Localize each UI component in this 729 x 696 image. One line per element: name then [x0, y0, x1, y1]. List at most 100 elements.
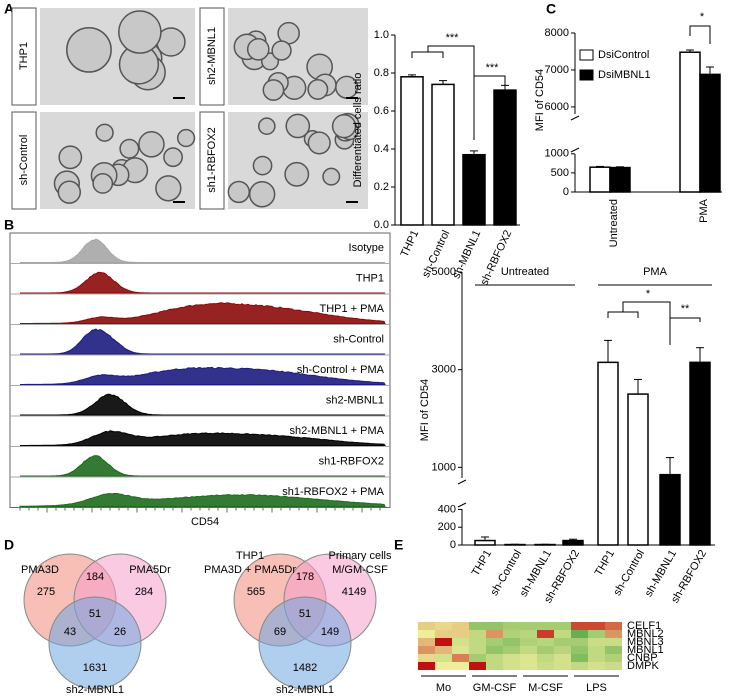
cell [163, 147, 183, 168]
heatmap-cell [418, 662, 435, 670]
y-tick-label: 0.6 [374, 105, 389, 117]
y-tick-label: 400 [438, 503, 456, 515]
y-tick-label: 3000 [432, 364, 456, 376]
heatmap-cell [452, 662, 469, 670]
cell [57, 180, 82, 204]
heatmap-cell [520, 622, 537, 630]
heatmap-cell [435, 638, 452, 646]
heatmap-cell [554, 638, 571, 646]
heatmap-cell [571, 646, 588, 654]
heatmap-cell [486, 630, 503, 638]
heatmap-cell [469, 662, 486, 670]
heatmap-cell [469, 646, 486, 654]
y-tick-label: 5000 [432, 266, 456, 278]
y-tick-label: 1000 [432, 461, 456, 473]
row-label: sh1-RBFOX2 [319, 456, 384, 468]
venn-count: 1482 [293, 662, 317, 674]
cell [262, 79, 285, 101]
histogram [20, 328, 385, 355]
cell [227, 180, 250, 204]
heatmap-cell [520, 654, 537, 662]
y-tick-label: 0 [563, 186, 569, 198]
row-label: THP1 [356, 273, 384, 285]
heatmap-cell [418, 654, 435, 662]
heatmap-cell [605, 622, 622, 630]
heatmap-cell [452, 630, 469, 638]
panel-label: E [394, 537, 403, 553]
heatmap-cell [435, 630, 452, 638]
cell [95, 123, 114, 142]
venn-count: 178 [296, 571, 314, 583]
venn-count: 43 [64, 626, 76, 638]
heatmap-cell [554, 654, 571, 662]
heatmap-cell [571, 630, 588, 638]
row-label: DMPK [627, 660, 659, 672]
heatmap-cell [554, 622, 571, 630]
cell [258, 117, 276, 136]
axis-break [457, 479, 467, 485]
row-label: sh1-RBFOX2 + PMA [282, 486, 384, 498]
heatmap-cell [486, 654, 503, 662]
cell [58, 145, 83, 170]
venn-set-label: PMA3D [21, 564, 59, 576]
group-label: M-CSF [528, 682, 563, 694]
y-tick-label: 200 [438, 521, 456, 533]
cell [284, 161, 310, 187]
heatmap-cell [537, 662, 554, 670]
legend-swatch [579, 69, 594, 81]
heatmap-cell [435, 654, 452, 662]
bracket [689, 25, 711, 44]
significance: *** [486, 62, 500, 74]
heatmap-cell [503, 630, 520, 638]
legend-swatch [579, 49, 594, 61]
cell [252, 155, 273, 176]
bar [474, 539, 496, 546]
x-tick-label: THP1 [399, 228, 422, 259]
venn-count: 184 [86, 571, 104, 583]
bar [689, 361, 711, 546]
significance: *** [446, 32, 460, 44]
group-label: Untreated [501, 266, 549, 278]
cell [285, 113, 311, 139]
heatmap-cell [571, 638, 588, 646]
heatmap-cell [503, 638, 520, 646]
cell [307, 78, 329, 100]
venn-set-label: PMA5Dr [129, 564, 171, 576]
heatmap-cell [588, 654, 605, 662]
bar [462, 153, 486, 226]
bar [679, 51, 701, 193]
heatmap-cell [469, 630, 486, 638]
heatmap-cell [537, 622, 554, 630]
heatmap-cell [605, 630, 622, 638]
heatmap-cell [520, 646, 537, 654]
histogram [20, 302, 386, 324]
row-label: CNBP [627, 652, 658, 664]
y-tick-label: 1000 [545, 148, 569, 160]
row-label: sh2-MBNL1 + PMA [290, 425, 385, 437]
row-label: THP1 + PMA [320, 303, 385, 315]
panel-label: A [4, 1, 14, 17]
x-tick-label: sh-Control [611, 548, 647, 598]
x-tick-label: PMA [698, 198, 710, 223]
heatmap-cell [418, 646, 435, 654]
venn-count: 284 [135, 586, 153, 598]
row-label: sh-Control [333, 334, 384, 346]
heatmap-cell [537, 630, 554, 638]
image-label-box [11, 111, 37, 210]
y-tick-label: 8000 [545, 27, 569, 39]
row-label: Isotype [349, 242, 384, 254]
cell [138, 131, 165, 158]
x-tick-label: THP1 [593, 548, 617, 578]
heatmap-cell [537, 646, 554, 654]
heatmap-cell [537, 638, 554, 646]
venn-count: 69 [274, 626, 286, 638]
heatmap-cell [418, 638, 435, 646]
bar [597, 361, 619, 546]
bracket [427, 45, 475, 140]
y-tick-label: 6000 [545, 101, 569, 113]
heatmap-cell [520, 630, 537, 638]
cell [331, 113, 357, 139]
x-tick-label: sh-RBFOX2 [478, 228, 514, 287]
y-tick-label: 0.8 [374, 67, 389, 79]
image-label: sh2-MBNL1 [206, 27, 218, 85]
